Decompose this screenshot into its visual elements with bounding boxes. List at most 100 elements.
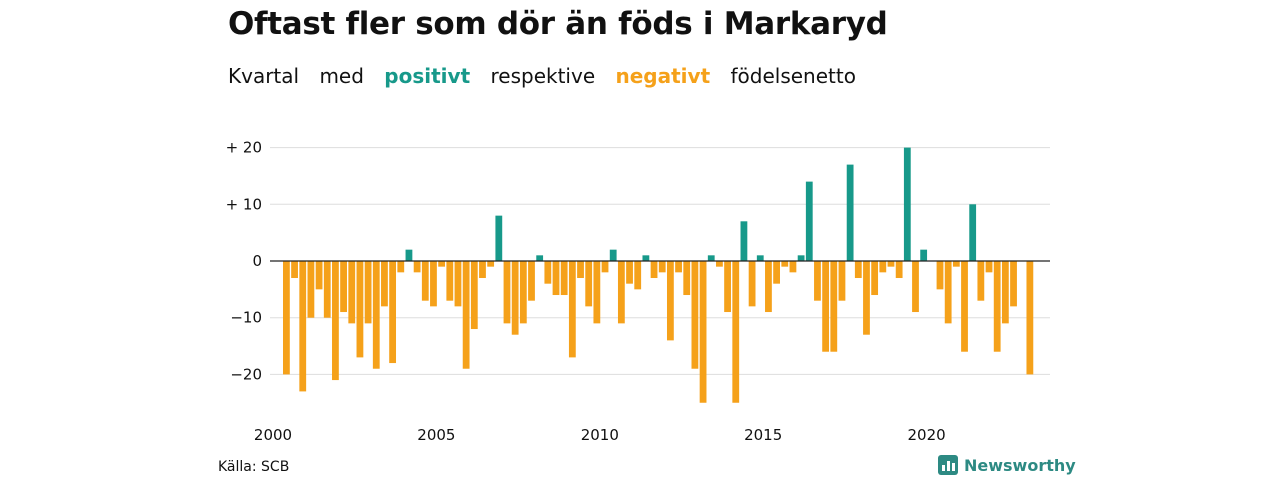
bar-65 <box>814 261 821 301</box>
bar-20 <box>446 261 454 301</box>
x-tick-label-1: 2005 <box>417 426 455 444</box>
bar-87 <box>993 261 1001 352</box>
brand-logo: Newsworthy <box>938 455 1076 475</box>
bar-74 <box>887 261 895 267</box>
bar-31 <box>536 255 544 261</box>
bar-40 <box>609 249 617 261</box>
bar-8 <box>348 261 356 324</box>
bar-10 <box>364 261 372 324</box>
bar-26 <box>495 215 503 261</box>
bar-30 <box>528 261 535 301</box>
bar-59 <box>765 261 772 313</box>
bar-81 <box>944 261 952 324</box>
bar-7 <box>340 261 347 313</box>
bar-17 <box>421 261 429 301</box>
y-tick-label-4: −20 <box>230 365 262 383</box>
bar-1 <box>291 261 298 279</box>
bar-83 <box>961 261 968 352</box>
bar-44 <box>642 255 650 261</box>
bar-16 <box>413 261 421 273</box>
brand-name: Newsworthy <box>964 455 1076 475</box>
bar-27 <box>503 261 511 324</box>
bar-15 <box>405 249 413 261</box>
subtitle-negative-word: negativt <box>615 64 711 88</box>
x-tick-label-0: 2000 <box>254 426 292 444</box>
y-tick-label-0: + 20 <box>226 139 262 157</box>
bar-56 <box>740 221 748 261</box>
bar-43 <box>634 261 642 290</box>
bar-41 <box>617 261 625 324</box>
bar-29 <box>519 261 527 324</box>
bar-13 <box>389 261 397 364</box>
bar-chart: + 20 + 10 0 −10 −20 2000 2005 2010 2015 2020 <box>226 139 1050 444</box>
bar-0 <box>283 261 290 375</box>
y-tick-label-2: 0 <box>252 252 262 270</box>
chart-title: Oftast fler som dör än föds i Markaryd <box>228 6 888 42</box>
bar-80 <box>936 261 944 290</box>
bar-2 <box>299 261 307 392</box>
bar-24 <box>479 261 486 279</box>
bar-6 <box>332 261 339 381</box>
bar-68 <box>838 261 846 301</box>
bar-67 <box>830 261 838 352</box>
y-tick-label-3: −10 <box>230 309 262 327</box>
bar-86 <box>985 261 993 273</box>
bar-28 <box>511 261 519 335</box>
x-tick-label-3: 2015 <box>744 426 782 444</box>
bar-78 <box>920 249 928 261</box>
chart-logo-icon <box>938 455 958 475</box>
bar-46 <box>658 261 666 273</box>
bar-45 <box>650 261 658 279</box>
bar-34 <box>560 261 568 296</box>
bar-53 <box>716 261 723 267</box>
subtitle-text-4: födelsenetto <box>730 64 856 88</box>
bar-63 <box>797 255 805 261</box>
bar-11 <box>372 261 380 369</box>
bar-50 <box>691 261 699 369</box>
bar-33 <box>552 261 560 296</box>
subtitle-positive-word: positivt <box>384 64 471 88</box>
bar-66 <box>822 261 830 352</box>
bar-72 <box>871 261 879 296</box>
bar-58 <box>756 255 764 261</box>
bar-37 <box>585 261 593 307</box>
bar-57 <box>748 261 756 307</box>
bar-70 <box>854 261 862 279</box>
bar-14 <box>397 261 405 273</box>
bar-75 <box>895 261 903 279</box>
bar-73 <box>879 261 887 273</box>
bar-76 <box>903 147 911 261</box>
bar-5 <box>323 261 331 318</box>
chart-subtitle: Kvartal med positivt respektive negativt… <box>228 64 870 88</box>
subtitle-text-3: respektive <box>490 64 596 88</box>
bar-84 <box>969 204 977 261</box>
bar-21 <box>454 261 462 307</box>
bar-18 <box>430 261 437 307</box>
subtitle-text-2: med <box>319 64 364 88</box>
bar-22 <box>462 261 470 369</box>
bar-61 <box>781 261 789 267</box>
bar-54 <box>724 261 731 313</box>
bar-42 <box>626 261 633 284</box>
x-axis-labels: 2000 2005 2010 2015 2020 <box>254 426 946 444</box>
bar-3 <box>307 261 315 318</box>
bar-89 <box>1010 261 1017 307</box>
bar-48 <box>675 261 682 273</box>
bar-51 <box>699 261 707 403</box>
bar-47 <box>666 261 674 341</box>
bar-85 <box>977 261 985 301</box>
bar-39 <box>601 261 609 273</box>
bar-82 <box>952 261 960 267</box>
x-tick-label-2: 2010 <box>581 426 619 444</box>
bar-19 <box>438 261 446 267</box>
bar-4 <box>315 261 323 290</box>
subtitle-text-1: Kvartal <box>228 64 300 88</box>
bar-32 <box>544 261 552 284</box>
bar-49 <box>683 261 691 296</box>
bar-71 <box>863 261 870 335</box>
y-tick-label-1: + 10 <box>226 195 262 213</box>
bar-12 <box>381 261 388 307</box>
bar-55 <box>732 261 740 403</box>
bar-88 <box>1001 261 1009 324</box>
bars <box>283 147 1034 403</box>
